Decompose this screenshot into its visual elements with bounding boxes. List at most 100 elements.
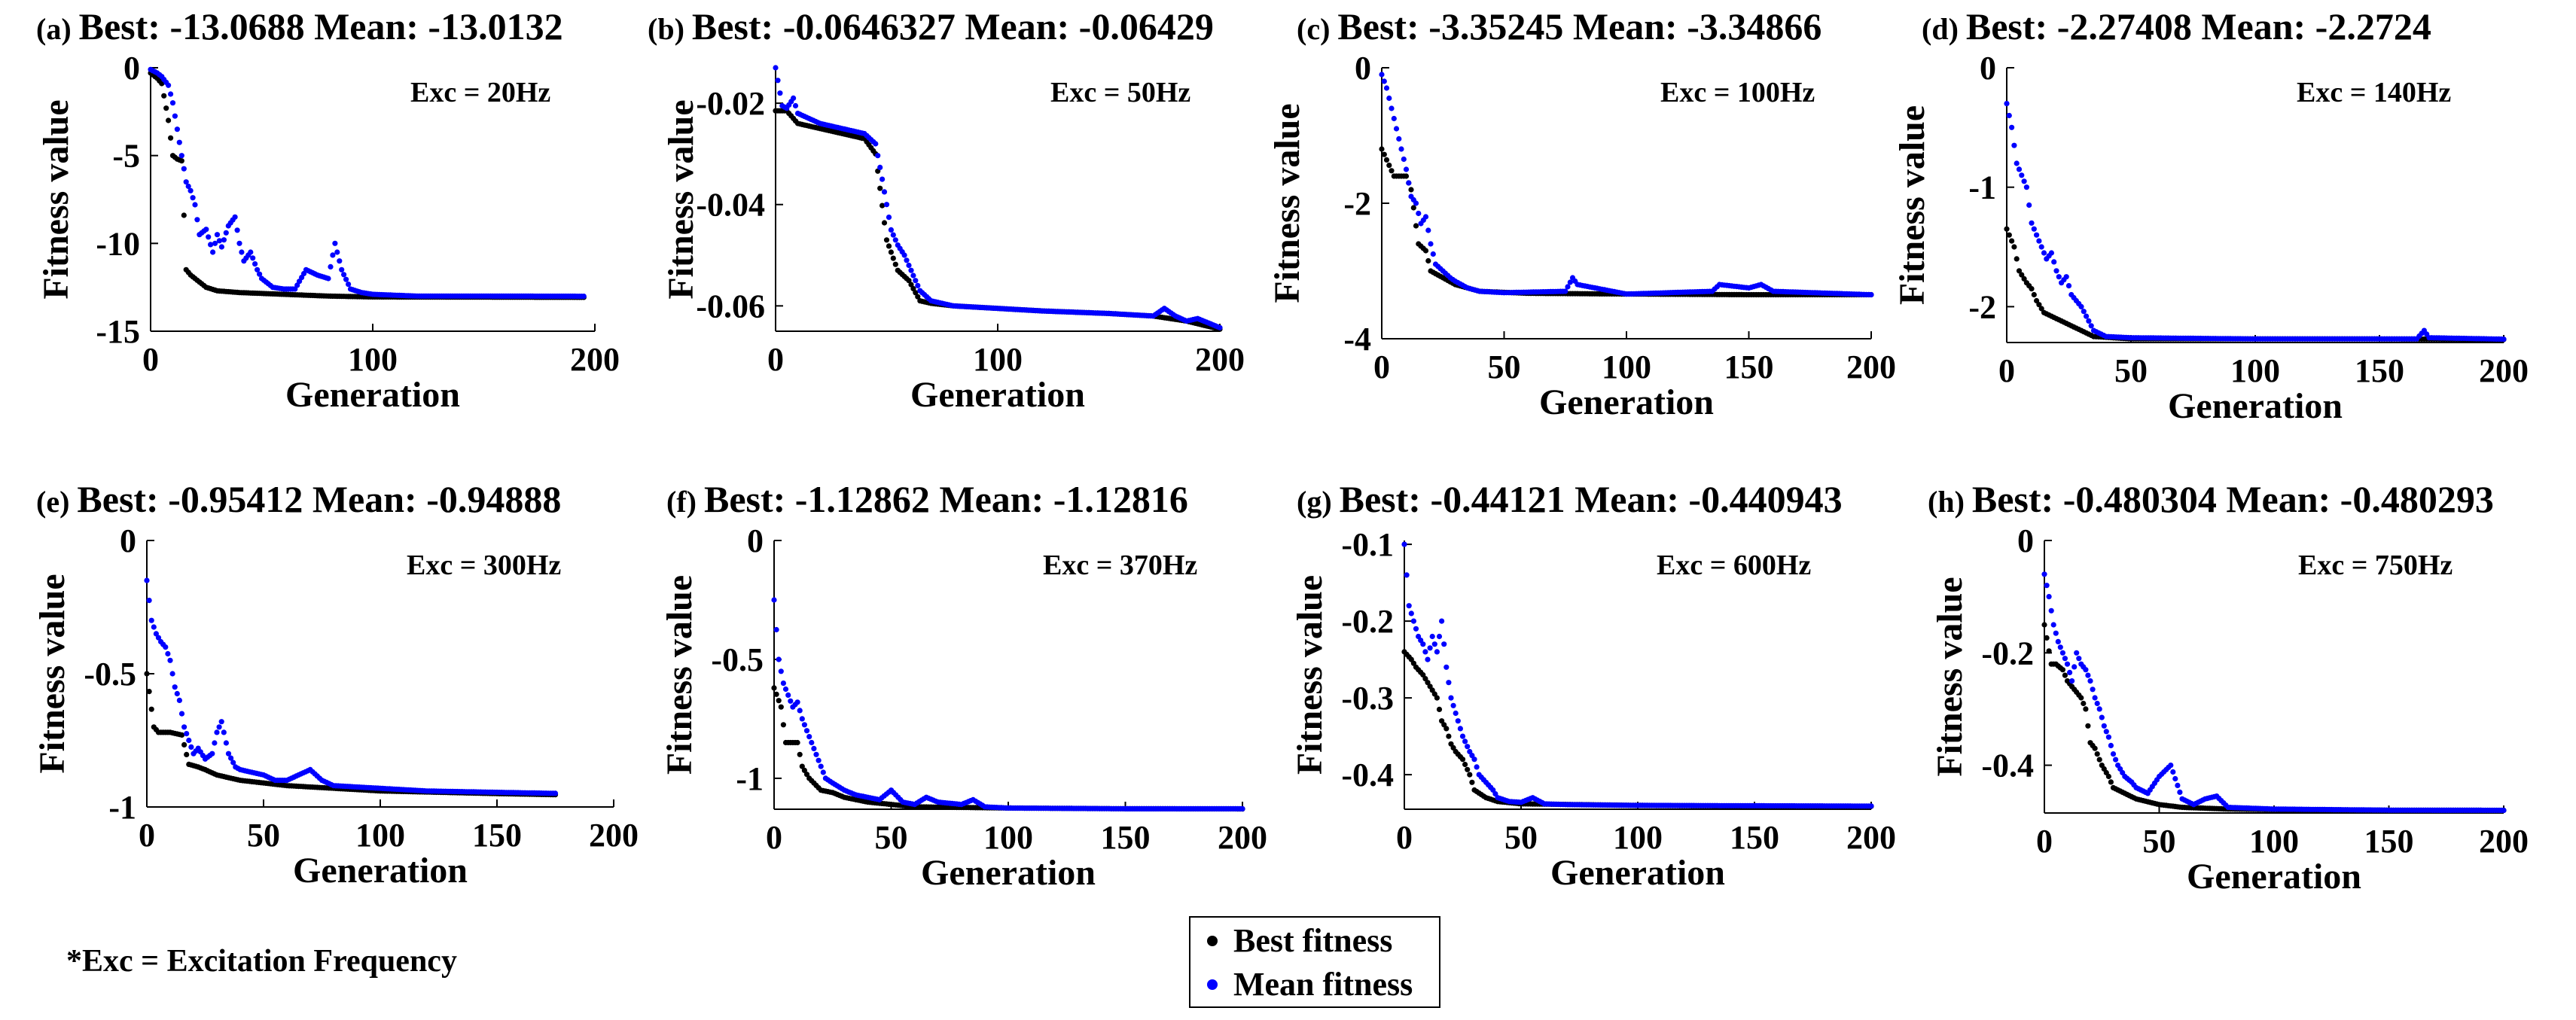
- data-point: [794, 739, 800, 746]
- data-point: [2175, 782, 2181, 788]
- data-point: [815, 757, 822, 763]
- data-point: [1403, 166, 1410, 172]
- x-tick-label: 100: [348, 341, 398, 378]
- title-text: Best: -13.0688 Mean: -13.0132: [79, 5, 563, 47]
- series-best-fitness: [2041, 622, 2507, 814]
- data-point: [1430, 251, 1436, 257]
- legend: Best fitness Mean fitness: [1189, 916, 1440, 1008]
- data-point: [2023, 184, 2029, 190]
- data-point: [1379, 72, 1385, 78]
- data-point: [214, 232, 221, 238]
- data-point: [1434, 649, 1440, 655]
- data-point: [2029, 286, 2035, 292]
- data-point: [332, 240, 338, 246]
- data-point: [2064, 661, 2071, 667]
- data-point: [146, 689, 152, 695]
- data-point: [168, 91, 174, 97]
- x-tick-label: 200: [2479, 823, 2529, 860]
- data-point: [906, 278, 912, 284]
- x-tick-label: 0: [1998, 352, 2015, 389]
- x-axis-label: Generation: [1539, 382, 1714, 422]
- data-point: [223, 230, 229, 236]
- data-point: [806, 734, 812, 740]
- series-mean-fitness: [1401, 541, 1874, 809]
- data-point: [886, 215, 892, 221]
- chart-panel-f: (f) Best: -1.12862 Mean: -1.12816 Exc = 3…: [660, 478, 1267, 893]
- data-point: [174, 690, 180, 697]
- data-point: [792, 102, 799, 109]
- data-point: [228, 755, 234, 761]
- data-point: [184, 751, 190, 758]
- data-point: [799, 763, 805, 769]
- data-point: [2034, 232, 2040, 238]
- data-point: [1389, 105, 1395, 111]
- y-tick-label: 0: [1980, 50, 1996, 87]
- data-point: [146, 598, 152, 604]
- data-point: [181, 166, 187, 172]
- data-point: [913, 278, 919, 284]
- data-point: [1457, 726, 1463, 732]
- panel-label: (e): [36, 485, 77, 519]
- x-tick-label: 50: [2143, 823, 2176, 860]
- data-point: [2034, 297, 2040, 304]
- y-tick-label: -0.2: [1341, 603, 1394, 640]
- x-tick-label: 50: [875, 819, 908, 856]
- y-tick-label: -0.2: [1981, 635, 2034, 671]
- y-tick-label: -0.5: [711, 641, 764, 678]
- data-point: [2016, 268, 2023, 274]
- data-point: [159, 81, 165, 87]
- y-axis-label: Fitness value: [1267, 103, 1307, 303]
- x-tick-label: 100: [983, 819, 1033, 856]
- data-point: [250, 255, 256, 261]
- y-tick-label: 0: [1355, 50, 1371, 87]
- series-mean-fitness: [144, 577, 559, 796]
- data-point: [1443, 664, 1450, 670]
- data-point: [192, 202, 198, 208]
- data-point: [1379, 146, 1385, 152]
- data-point: [818, 763, 824, 769]
- data-point: [212, 740, 218, 746]
- y-tick-label: -5: [112, 138, 140, 175]
- x-tick-label: 100: [973, 341, 1023, 378]
- series-mean-fitness: [2041, 571, 2507, 814]
- data-point: [776, 698, 782, 704]
- x-tick-label: 0: [2036, 823, 2053, 860]
- y-tick-label: -0.02: [696, 85, 765, 122]
- legend-box: [1189, 916, 1440, 1008]
- data-point: [155, 635, 162, 641]
- chart-panel-e: (e) Best: -0.95412 Mean: -0.94888 Exc = 3…: [32, 478, 639, 891]
- data-point: [1450, 702, 1456, 708]
- data-point: [174, 126, 180, 132]
- data-point: [801, 722, 807, 728]
- data-point: [1408, 610, 1414, 617]
- x-tick-label: 100: [1602, 349, 1651, 385]
- data-point: [2074, 650, 2080, 656]
- data-point: [2065, 283, 2072, 289]
- data-point: [186, 737, 192, 744]
- series-mean-fitness: [773, 65, 1223, 330]
- data-point: [1474, 764, 1480, 770]
- data-point: [2011, 244, 2017, 250]
- data-point: [1416, 210, 1422, 217]
- data-point: [2081, 309, 2087, 315]
- data-point: [1567, 279, 1573, 285]
- data-point: [2038, 244, 2044, 250]
- data-point: [1425, 227, 1431, 233]
- y-axis-label: Fitness value: [1892, 105, 1932, 305]
- data-point: [2029, 220, 2035, 226]
- data-point: [879, 176, 886, 182]
- y-tick-label: 0: [120, 522, 136, 559]
- series-mean-fitness: [771, 597, 1245, 811]
- data-point: [1386, 95, 1392, 102]
- data-point: [1401, 156, 1407, 163]
- data-point: [165, 650, 171, 657]
- data-point: [2113, 757, 2119, 763]
- data-point: [1868, 291, 1874, 298]
- data-point: [1420, 641, 1426, 647]
- data-point: [2101, 723, 2107, 729]
- legend-marker-mean: [1207, 979, 1218, 990]
- data-point: [216, 724, 222, 730]
- data-point: [1436, 633, 1443, 640]
- data-point: [234, 227, 240, 233]
- panel-label: (d): [1922, 12, 1966, 46]
